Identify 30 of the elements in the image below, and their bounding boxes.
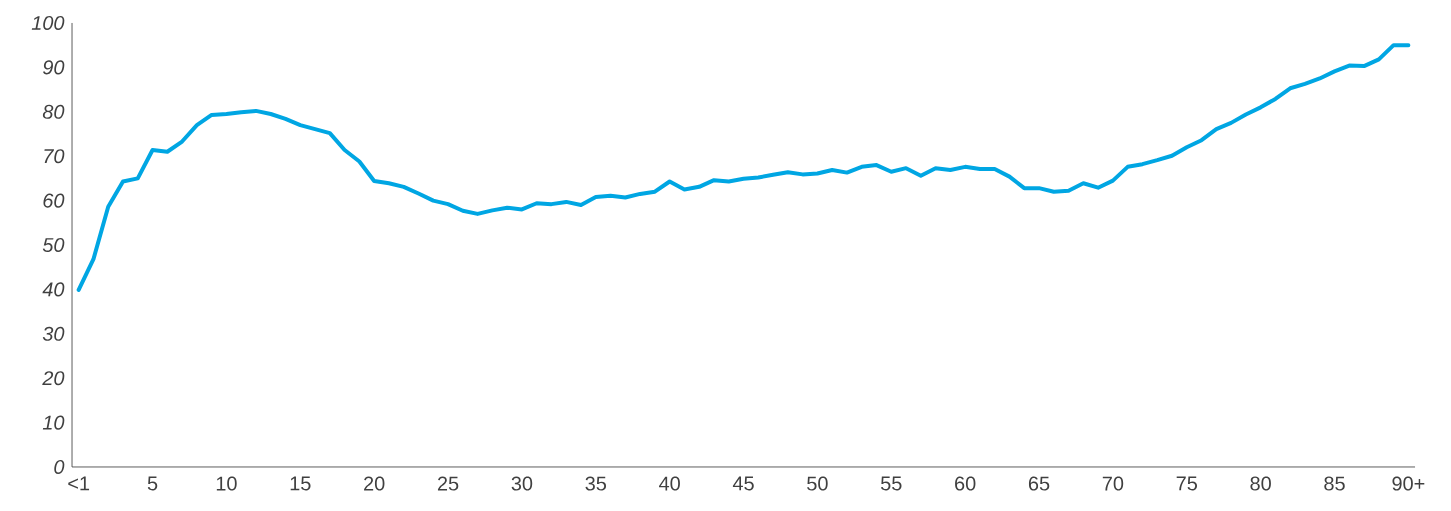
x-tick-label: 35	[585, 476, 607, 491]
y-tick-label: 40	[42, 282, 65, 297]
x-tick-label: 45	[732, 476, 754, 491]
x-tick-label: 90+	[1392, 476, 1425, 491]
x-tick-label: 60	[955, 476, 976, 491]
x-tick-label: 40	[659, 476, 680, 491]
y-tick-label: 90	[43, 60, 65, 75]
x-tick-label: 15	[290, 476, 311, 491]
x-tick-label: 20	[364, 476, 385, 491]
y-tick-label: 70	[44, 149, 65, 164]
y-tick-label: 20	[42, 371, 65, 386]
y-tick-label: 80	[42, 104, 65, 119]
x-tick-label: 65	[1028, 476, 1050, 491]
y-tick-label: 100	[31, 15, 65, 31]
x-tick-label: 10	[216, 476, 237, 491]
x-tick-label: 25	[437, 476, 459, 491]
x-tick-label: 85	[1324, 476, 1345, 491]
y-tick-label: 50	[42, 237, 65, 253]
x-tick-label: 50	[807, 476, 828, 491]
x-tick-label: 80	[1250, 476, 1271, 491]
x-tick-label: <1	[68, 476, 90, 491]
x-tick-label: 75	[1176, 476, 1198, 491]
x-tick-label: 70	[1102, 476, 1124, 491]
y-tick-label: 60	[43, 193, 65, 208]
x-tick-label: 30	[511, 476, 533, 491]
y-tick-label: 30	[42, 326, 65, 341]
x-tick-label: 5	[147, 476, 158, 491]
y-tick-label: 10	[42, 415, 65, 430]
y-tick-label: 0	[54, 459, 65, 475]
x-tick-label: 55	[880, 476, 902, 491]
